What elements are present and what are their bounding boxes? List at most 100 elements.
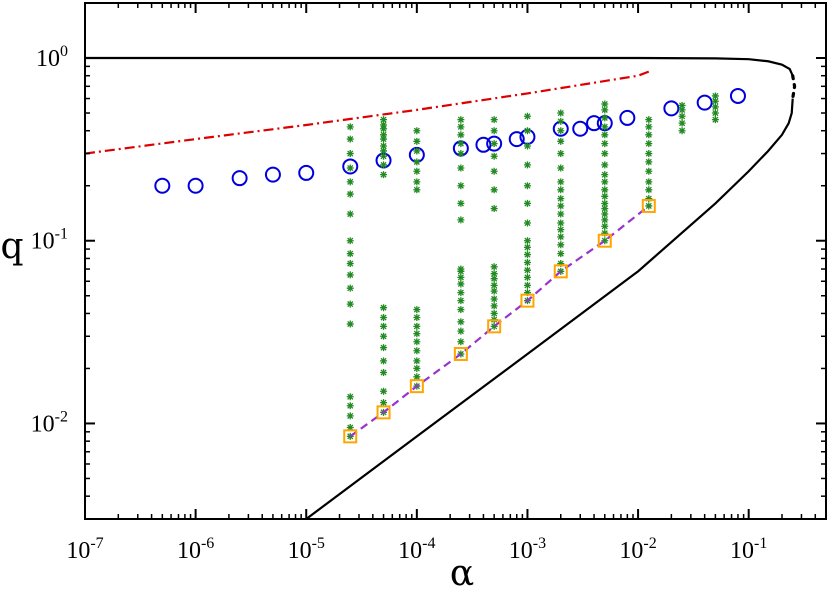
star-point: [645, 131, 653, 139]
star-point: [490, 186, 498, 194]
star-point: [457, 182, 465, 190]
star-point: [346, 432, 354, 440]
star-point: [380, 142, 388, 150]
star-point: [413, 330, 421, 338]
star-point: [346, 300, 354, 308]
star-point: [346, 424, 354, 432]
star-point: [711, 92, 719, 100]
square-point: [597, 233, 612, 248]
star-point: [457, 199, 465, 207]
star-point: [557, 260, 565, 268]
star-point: [413, 373, 421, 381]
star-point: [490, 263, 498, 271]
star-point: [523, 273, 531, 281]
star-point: [413, 357, 421, 365]
star-point: [523, 199, 531, 207]
star-point: [490, 116, 498, 124]
star-point: [380, 161, 388, 169]
star-point: [523, 237, 531, 245]
star-point: [557, 117, 565, 125]
x-tick-label: 10-4: [398, 535, 435, 564]
star-point: [380, 304, 388, 312]
x-tick-label: 10-5: [288, 535, 325, 564]
star-point: [457, 116, 465, 124]
square-point: [641, 198, 656, 213]
star-point: [557, 250, 565, 258]
circle-point: [342, 158, 359, 175]
star-point: [711, 116, 719, 124]
star-point: [380, 152, 388, 160]
star-point: [380, 369, 388, 377]
star-point: [601, 199, 609, 207]
star-point: [413, 347, 421, 355]
star-point: [346, 123, 354, 131]
circle-point: [619, 109, 636, 126]
square-point: [343, 429, 358, 444]
star-point: [346, 412, 354, 420]
star-point: [678, 101, 686, 109]
star-point: [490, 295, 498, 303]
square-point: [453, 346, 468, 361]
star-point: [380, 332, 388, 340]
star-point: [380, 171, 388, 179]
circle-point: [154, 177, 171, 194]
star-point: [457, 123, 465, 131]
star-point: [346, 190, 354, 198]
star-point: [380, 357, 388, 365]
star-point: [557, 195, 565, 203]
circle-point: [264, 166, 281, 183]
star-point: [346, 164, 354, 172]
star-point: [557, 164, 565, 172]
star-point: [490, 152, 498, 160]
circle-point: [663, 100, 680, 117]
square-point: [409, 379, 424, 394]
plot-data-layer: [85, 56, 797, 519]
star-point: [523, 259, 531, 267]
star-point: [457, 140, 465, 148]
star-point: [346, 402, 354, 410]
x-tick-label: 10-2: [619, 535, 656, 564]
star-point: [490, 281, 498, 289]
star-point: [490, 322, 498, 330]
star-point: [601, 216, 609, 224]
star-point: [457, 150, 465, 158]
star-point: [413, 322, 421, 330]
star-point: [380, 125, 388, 133]
star-point: [413, 364, 421, 372]
star-point: [678, 112, 686, 120]
star-point: [380, 147, 388, 155]
star-point: [380, 135, 388, 143]
star-point: [601, 210, 609, 218]
star-point: [557, 241, 565, 249]
star-point: [601, 205, 609, 213]
star-point: [380, 399, 388, 407]
x-tick-label: 10-7: [66, 535, 103, 564]
x-axis-label: α: [450, 553, 474, 594]
star-point: [346, 320, 354, 328]
star-point: [557, 219, 565, 227]
star-point: [346, 284, 354, 292]
star-point: [557, 186, 565, 194]
star-point: [346, 210, 354, 218]
star-point: [413, 314, 421, 322]
star-point: [490, 205, 498, 213]
star-point: [557, 226, 565, 234]
star-point: [601, 123, 609, 131]
star-point: [457, 297, 465, 305]
star-point: [557, 233, 565, 241]
star-point: [645, 140, 653, 148]
star-point: [523, 251, 531, 259]
square-point: [376, 405, 391, 420]
star-point: [457, 289, 465, 297]
star-point: [601, 192, 609, 200]
x-tick-label: 10-3: [509, 535, 546, 564]
star-point: [601, 100, 609, 108]
star-point: [380, 344, 388, 352]
star-point: [523, 219, 531, 227]
star-point: [645, 186, 653, 194]
star-point: [523, 281, 531, 289]
star-point: [601, 237, 609, 245]
star-point: [457, 306, 465, 314]
star-point: [380, 131, 388, 139]
